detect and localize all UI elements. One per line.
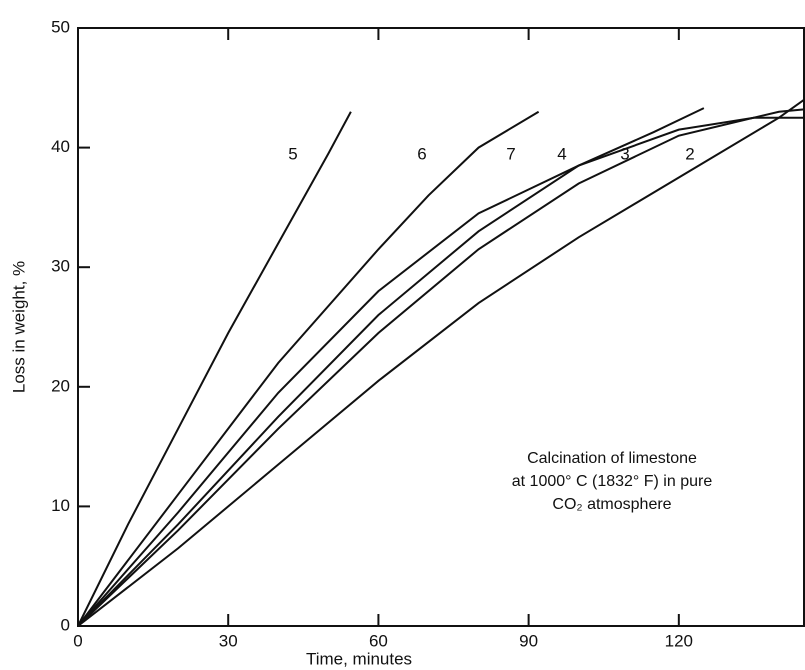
- line: [77, 107, 705, 627]
- line: [77, 98, 805, 627]
- x-tick-label: 30: [219, 631, 238, 650]
- series-label: 4: [557, 144, 566, 163]
- line: [77, 116, 804, 627]
- line: [77, 110, 540, 627]
- y-axis-label: Loss in weight, %: [9, 261, 28, 393]
- x-tick-label: 0: [73, 631, 82, 650]
- series-label: 2: [685, 144, 694, 163]
- x-tick-label: 120: [665, 631, 693, 650]
- y-tick-label: 0: [61, 615, 70, 634]
- x-tick-label: 60: [369, 631, 388, 650]
- plot-frame: [77, 27, 805, 627]
- series-label: 5: [288, 144, 297, 163]
- series-label: 7: [506, 144, 515, 163]
- y-tick-label: 50: [51, 17, 70, 36]
- y-tick-label: 10: [51, 496, 70, 515]
- line: [77, 108, 805, 627]
- annotation: CO₂ atmosphere: [552, 496, 671, 513]
- y-tick-label: 30: [51, 257, 70, 276]
- x-axis-label: Time, minutes: [306, 649, 412, 668]
- x-tick-label: 90: [519, 631, 538, 650]
- series-label: 3: [620, 144, 629, 163]
- series-label: 6: [417, 144, 426, 163]
- line: [77, 111, 352, 627]
- y-tick-label: 40: [51, 137, 70, 156]
- annotation: Calcination of limestone: [527, 450, 697, 467]
- y-tick-label: 20: [51, 376, 70, 395]
- annotation: at 1000° C (1832° F) in pure: [512, 473, 713, 490]
